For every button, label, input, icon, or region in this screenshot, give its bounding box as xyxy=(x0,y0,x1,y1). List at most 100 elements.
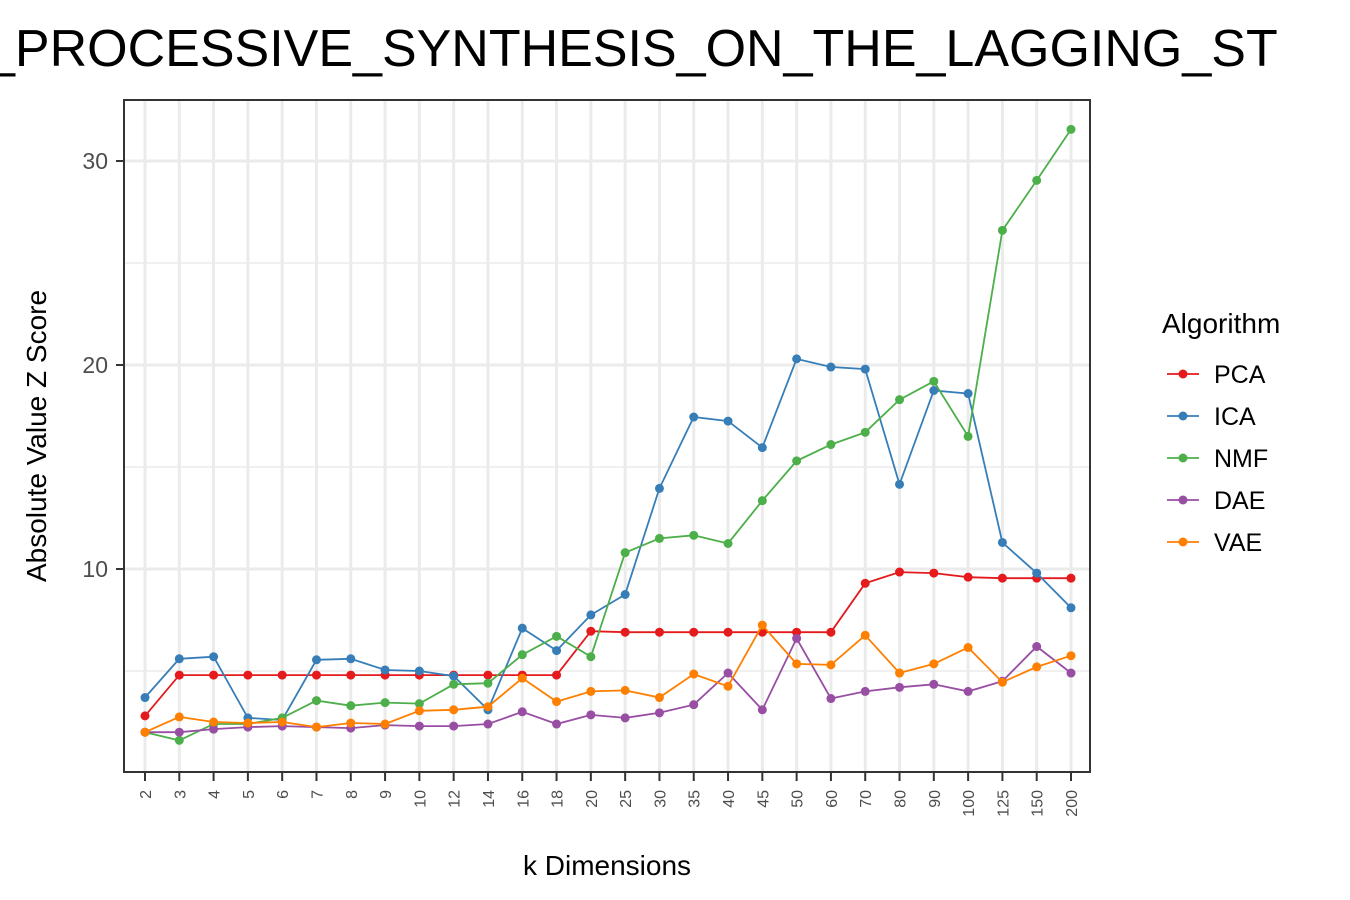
data-point-nmf xyxy=(414,699,424,709)
legend-point-vae xyxy=(1178,537,1188,547)
legend-point-dae xyxy=(1178,495,1188,505)
data-point-pca xyxy=(860,578,870,588)
data-point-nmf xyxy=(311,696,321,706)
data-point-vae xyxy=(140,727,150,737)
y-axis: 10 20 30 xyxy=(82,148,124,582)
x-tick-label: 100 xyxy=(961,790,978,817)
x-tick-label: 40 xyxy=(721,790,738,808)
legend-point-ica xyxy=(1178,411,1188,421)
data-point-nmf xyxy=(654,533,664,543)
data-point-nmf xyxy=(620,548,630,558)
data-point-pca xyxy=(689,627,699,637)
legend-label-vae: VAE xyxy=(1214,529,1262,557)
y-tick-label: 10 xyxy=(82,556,108,582)
data-point-vae xyxy=(209,717,219,727)
data-point-ica xyxy=(209,652,219,662)
data-point-ica xyxy=(963,389,973,399)
series-line-pca xyxy=(144,571,1071,717)
data-point-dae xyxy=(860,686,870,696)
x-tick-label: 16 xyxy=(515,790,532,808)
series-layer xyxy=(140,124,1076,745)
series-line-dae xyxy=(145,636,1072,734)
data-point-ica xyxy=(860,364,870,374)
data-point-pca xyxy=(140,711,150,721)
x-tick-label: 45 xyxy=(755,790,772,808)
data-point-vae xyxy=(757,620,767,630)
x-axis-title: k Dimensions xyxy=(523,850,691,881)
data-point-nmf xyxy=(860,427,870,437)
data-point-nmf xyxy=(963,431,973,441)
data-point-dae xyxy=(620,713,630,723)
data-point-pca xyxy=(311,670,321,680)
data-point-ica xyxy=(620,590,630,599)
data-point-ica xyxy=(449,671,459,681)
data-point-ica xyxy=(1032,568,1042,578)
data-point-vae xyxy=(552,697,562,707)
x-tick-label: 20 xyxy=(584,790,601,808)
y-tick-label: 20 xyxy=(82,352,108,378)
data-point-pca xyxy=(826,627,836,637)
data-point-vae xyxy=(483,702,493,712)
x-tick-label: 18 xyxy=(550,790,567,808)
x-tick-label: 25 xyxy=(618,790,635,808)
data-point-ica xyxy=(929,386,939,395)
data-point-pca xyxy=(243,670,253,680)
data-point-dae xyxy=(895,682,905,692)
data-point-ica xyxy=(826,362,836,372)
data-point-nmf xyxy=(826,440,836,450)
data-point-ica xyxy=(414,666,424,676)
data-point-vae xyxy=(895,668,905,678)
data-point-vae xyxy=(860,630,870,640)
data-point-vae xyxy=(449,705,459,715)
data-point-ica xyxy=(174,654,184,664)
x-tick-label: 70 xyxy=(858,790,875,808)
x-tick-label: 60 xyxy=(824,790,841,808)
data-point-dae xyxy=(654,708,664,718)
data-point-vae xyxy=(1066,651,1076,661)
data-point-vae xyxy=(380,719,390,729)
data-point-dae xyxy=(929,679,939,689)
data-point-ica xyxy=(552,646,562,656)
data-point-dae xyxy=(1032,642,1042,652)
data-point-vae xyxy=(243,718,253,728)
data-point-nmf xyxy=(1032,175,1042,185)
data-point-pca xyxy=(654,627,664,637)
data-point-pca xyxy=(209,670,219,680)
data-point-pca xyxy=(277,670,287,680)
data-point-nmf xyxy=(723,539,733,548)
data-point-pca xyxy=(1066,573,1076,583)
legend-point-nmf xyxy=(1178,453,1188,463)
data-point-nmf xyxy=(757,496,767,506)
x-tick-label: 7 xyxy=(309,790,326,799)
data-point-pca xyxy=(483,670,493,680)
data-point-ica xyxy=(586,610,596,620)
data-point-nmf xyxy=(1066,124,1076,134)
data-point-ica xyxy=(311,655,321,665)
data-point-vae xyxy=(792,659,802,669)
data-point-vae xyxy=(689,669,699,679)
data-point-nmf xyxy=(483,678,493,688)
data-point-pca xyxy=(929,568,939,578)
data-point-dae xyxy=(792,633,802,643)
data-point-nmf xyxy=(449,679,459,689)
data-point-ica xyxy=(346,654,356,664)
data-point-dae xyxy=(449,721,459,731)
x-tick-label: 10 xyxy=(412,790,429,808)
legend-label-pca: PCA xyxy=(1214,361,1266,389)
series-line-nmf xyxy=(144,128,1072,742)
x-tick-label: 2 xyxy=(138,790,155,799)
x-tick-label: 35 xyxy=(687,790,704,808)
data-point-vae xyxy=(826,660,836,670)
data-point-ica xyxy=(1066,603,1076,613)
data-point-dae xyxy=(517,707,527,717)
data-point-vae xyxy=(1032,662,1042,672)
x-tick-label: 125 xyxy=(995,790,1012,817)
x-tick-label: 200 xyxy=(1064,790,1081,817)
data-point-pca xyxy=(174,670,184,680)
data-point-vae xyxy=(620,685,630,695)
data-point-vae xyxy=(517,673,527,683)
data-point-vae xyxy=(963,643,973,653)
x-tick-label: 30 xyxy=(652,790,669,808)
data-point-dae xyxy=(209,724,219,734)
